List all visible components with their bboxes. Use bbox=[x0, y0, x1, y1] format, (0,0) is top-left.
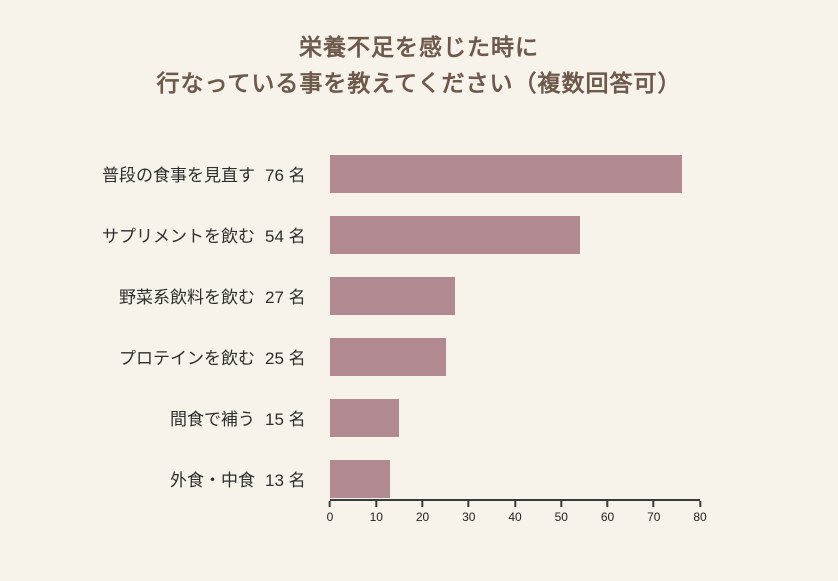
value-label: 25 名 bbox=[265, 349, 306, 369]
category-label: 普段の食事を見直す bbox=[102, 166, 255, 186]
x-axis-row: 0 10 20 30 40 50 60 70 80 bbox=[50, 499, 707, 527]
x-tick-label: 70 bbox=[647, 510, 661, 525]
tick-mark bbox=[513, 501, 516, 508]
category-label: 野菜系飲料を飲む bbox=[119, 288, 255, 308]
bar-track bbox=[330, 337, 700, 376]
value-label: 15 名 bbox=[265, 410, 306, 430]
chart-title-line2: 行なっている事を教えてください（複数回答可） bbox=[156, 69, 682, 96]
x-tick-label: 50 bbox=[554, 510, 568, 525]
bar-track bbox=[330, 398, 700, 437]
category-label: サプリメントを飲む bbox=[102, 227, 255, 247]
x-axis-tick: 70 bbox=[647, 501, 660, 524]
x-tick-label: 0 bbox=[326, 510, 334, 525]
x-tick-label: 30 bbox=[462, 510, 476, 525]
bar-track bbox=[330, 276, 700, 315]
tick-mark bbox=[467, 501, 470, 508]
bar-row: 外食・中食 13 名 bbox=[50, 448, 700, 509]
tick-mark bbox=[375, 501, 378, 508]
category-label: プロテインを飲む bbox=[119, 349, 255, 369]
bar-row: 普段の食事を見直す 76 名 bbox=[50, 143, 700, 204]
bar-row: プロテインを飲む 25 名 bbox=[50, 326, 700, 387]
x-axis-tick: 0 bbox=[326, 501, 334, 525]
x-tick-label: 10 bbox=[369, 510, 383, 525]
value-label: 76 名 bbox=[265, 166, 306, 186]
x-axis-tick: 10 bbox=[370, 501, 383, 524]
bar bbox=[330, 398, 400, 437]
x-axis-tick: 50 bbox=[555, 501, 568, 524]
x-axis: 0 10 20 30 40 50 60 70 80 bbox=[326, 499, 707, 527]
bar-row: サプリメントを飲む 54 名 bbox=[50, 204, 700, 265]
x-tick-label: 60 bbox=[600, 510, 615, 525]
tick-mark bbox=[329, 501, 331, 508]
x-tick-label: 80 bbox=[693, 510, 707, 525]
bar-track bbox=[330, 215, 700, 254]
chart-title: 栄養不足を感じた時に 行なっている事を教えてください（複数回答可） bbox=[0, 30, 838, 101]
value-label: 13 名 bbox=[265, 471, 306, 491]
tick-mark bbox=[421, 501, 424, 508]
bar bbox=[330, 459, 391, 498]
x-axis-tick: 60 bbox=[601, 501, 614, 524]
category-label: 間食で補う bbox=[170, 410, 255, 430]
bar-row: 野菜系飲料を飲む 27 名 bbox=[50, 265, 700, 326]
x-axis-tick: 40 bbox=[508, 501, 522, 525]
x-tick-label: 20 bbox=[415, 510, 430, 525]
x-axis-tick: 30 bbox=[462, 501, 475, 524]
bar-track bbox=[330, 154, 700, 193]
value-label: 27 名 bbox=[265, 288, 306, 308]
bar-track bbox=[330, 459, 700, 498]
value-label: 54 名 bbox=[265, 227, 306, 247]
bar bbox=[330, 337, 446, 376]
bar-row: 間食で補う 15 名 bbox=[50, 387, 700, 448]
tick-mark bbox=[698, 501, 701, 508]
bar bbox=[330, 215, 580, 254]
category-label: 外食・中食 bbox=[170, 471, 255, 491]
tick-mark bbox=[652, 501, 655, 508]
bar bbox=[330, 154, 682, 193]
tick-mark bbox=[606, 501, 609, 508]
bar bbox=[330, 276, 455, 315]
x-axis-tick: 80 bbox=[693, 501, 707, 525]
x-axis-tick: 20 bbox=[416, 501, 429, 524]
x-tick-label: 40 bbox=[508, 510, 522, 525]
chart-title-line1: 栄養不足を感じた時に bbox=[299, 34, 539, 60]
bar-chart-rows: 普段の食事を見直す 76 名サプリメントを飲む 54 名野菜系飲料を飲む 27 名プロ… bbox=[50, 143, 700, 509]
tick-mark bbox=[560, 501, 563, 508]
bar-chart: 普段の食事を見直す 76 名サプリメントを飲む 54 名野菜系飲料を飲む 27 名プロ… bbox=[50, 143, 707, 527]
